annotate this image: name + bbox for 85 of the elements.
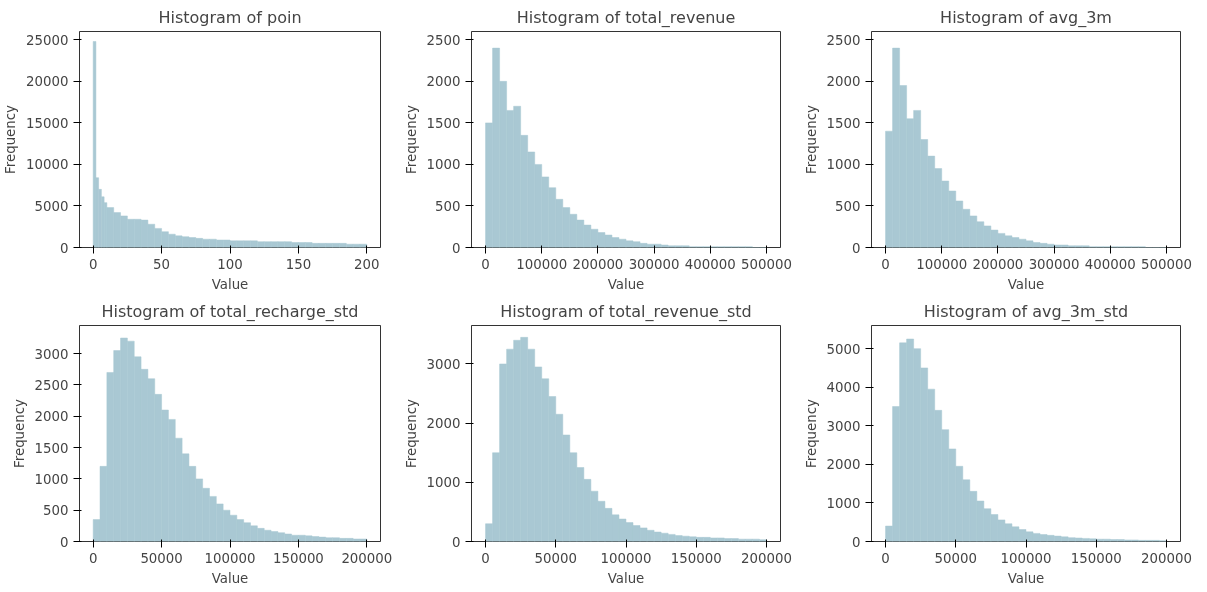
x-axis-title: Value — [607, 570, 645, 586]
y-tick-label: 2000 — [826, 457, 861, 473]
y-axis-title: Frequency — [403, 398, 419, 468]
y-tick-label: 1000 — [426, 157, 461, 173]
x-tick-label: 100000 — [916, 256, 968, 272]
x-tick-label: 300000 — [1028, 256, 1080, 272]
y-tick-label: 25000 — [26, 32, 69, 48]
chart-title: Histogram of avg_3m — [940, 7, 1112, 28]
y-axis-title: Frequency — [403, 104, 419, 174]
y-tick-label: 10000 — [26, 157, 69, 173]
y-tick-label: 20000 — [26, 74, 69, 90]
x-tick-label: 200000 — [972, 256, 1024, 272]
x-tick-label: 400000 — [684, 256, 736, 272]
y-tick-label: 3000 — [34, 346, 69, 362]
y-tick-label: 0 — [60, 240, 69, 256]
y-tick-label: 2000 — [426, 416, 461, 432]
y-tick-label: 0 — [452, 240, 461, 256]
x-tick-label: 100000 — [600, 550, 652, 566]
chart-title: Histogram of avg_3m_std — [923, 301, 1129, 322]
chart-title: Histogram of total_revenue — [516, 7, 736, 28]
y-tick-label: 5000 — [34, 198, 69, 214]
y-tick-label: 1000 — [34, 471, 69, 487]
x-tick-label: 100000 — [1000, 550, 1052, 566]
y-tick-label: 500 — [435, 198, 461, 214]
chart-title: Histogram of poin — [158, 7, 302, 27]
x-tick-label: 300000 — [628, 256, 680, 272]
chart-title: Histogram of total_revenue_std — [500, 301, 752, 322]
y-tick-label: 1000 — [826, 157, 861, 173]
x-tick-label: 100 — [217, 256, 243, 272]
y-tick-label: 0 — [852, 534, 861, 550]
y-tick-label: 1000 — [426, 475, 461, 491]
x-axis-title: Value — [1007, 570, 1045, 586]
x-tick-label: 0 — [481, 550, 490, 566]
x-tick-label: 50000 — [140, 550, 183, 566]
x-tick-label: 400000 — [1084, 256, 1136, 272]
x-tick-label: 200 — [354, 256, 380, 272]
x-tick-label: 0 — [481, 256, 490, 272]
x-tick-label: 50000 — [534, 550, 577, 566]
x-tick-label: 200000 — [1141, 550, 1192, 566]
y-tick-label: 2500 — [34, 377, 69, 393]
y-axis-title: Frequency — [803, 398, 819, 468]
x-tick-label: 200000 — [341, 550, 393, 566]
x-tick-label: 150000 — [670, 550, 722, 566]
y-axis-title: Frequency — [11, 398, 27, 468]
x-tick-label: 200000 — [572, 256, 624, 272]
y-tick-label: 3000 — [826, 418, 861, 434]
y-tick-label: 1500 — [426, 115, 461, 131]
x-tick-label: 150000 — [272, 550, 324, 566]
y-tick-label: 2000 — [426, 74, 461, 90]
x-tick-label: 100000 — [204, 550, 256, 566]
y-tick-label: 0 — [452, 534, 461, 550]
x-axis-title: Value — [1007, 276, 1045, 292]
y-tick-label: 500 — [43, 503, 69, 519]
y-tick-label: 3000 — [426, 356, 461, 372]
y-axis-title: Frequency — [803, 104, 819, 174]
x-tick-label: 100000 — [516, 256, 568, 272]
x-axis-title: Value — [607, 276, 645, 292]
y-tick-label: 4000 — [826, 380, 861, 396]
x-tick-label: 50 — [153, 256, 171, 272]
x-axis-title: Value — [211, 276, 249, 292]
y-tick-label: 2500 — [426, 32, 461, 48]
y-tick-label: 1500 — [826, 115, 861, 131]
x-tick-label: 200000 — [741, 550, 792, 566]
y-tick-label: 0 — [60, 534, 69, 550]
y-tick-label: 0 — [852, 240, 861, 256]
y-tick-label: 1500 — [34, 440, 69, 456]
y-tick-label: 2500 — [826, 32, 861, 48]
x-tick-label: 0 — [881, 550, 890, 566]
y-tick-label: 15000 — [26, 115, 69, 131]
y-tick-label: 500 — [835, 198, 861, 214]
y-tick-label: 2000 — [34, 409, 69, 425]
y-tick-label: 1000 — [826, 495, 861, 511]
y-tick-label: 5000 — [826, 341, 861, 357]
x-tick-label: 50000 — [934, 550, 977, 566]
x-tick-label: 0 — [88, 550, 98, 566]
chart-title: Histogram of total_recharge_std — [101, 301, 359, 322]
x-tick-label: 0 — [88, 256, 98, 272]
y-tick-label: 2000 — [826, 74, 861, 90]
y-axis-title: Frequency — [3, 104, 19, 174]
x-tick-label: 0 — [881, 256, 890, 272]
x-tick-label: 500000 — [741, 256, 792, 272]
x-axis-title: Value — [211, 570, 249, 586]
x-tick-label: 150000 — [1070, 550, 1122, 566]
x-tick-label: 150 — [285, 256, 312, 272]
x-tick-label: 500000 — [1141, 256, 1192, 272]
